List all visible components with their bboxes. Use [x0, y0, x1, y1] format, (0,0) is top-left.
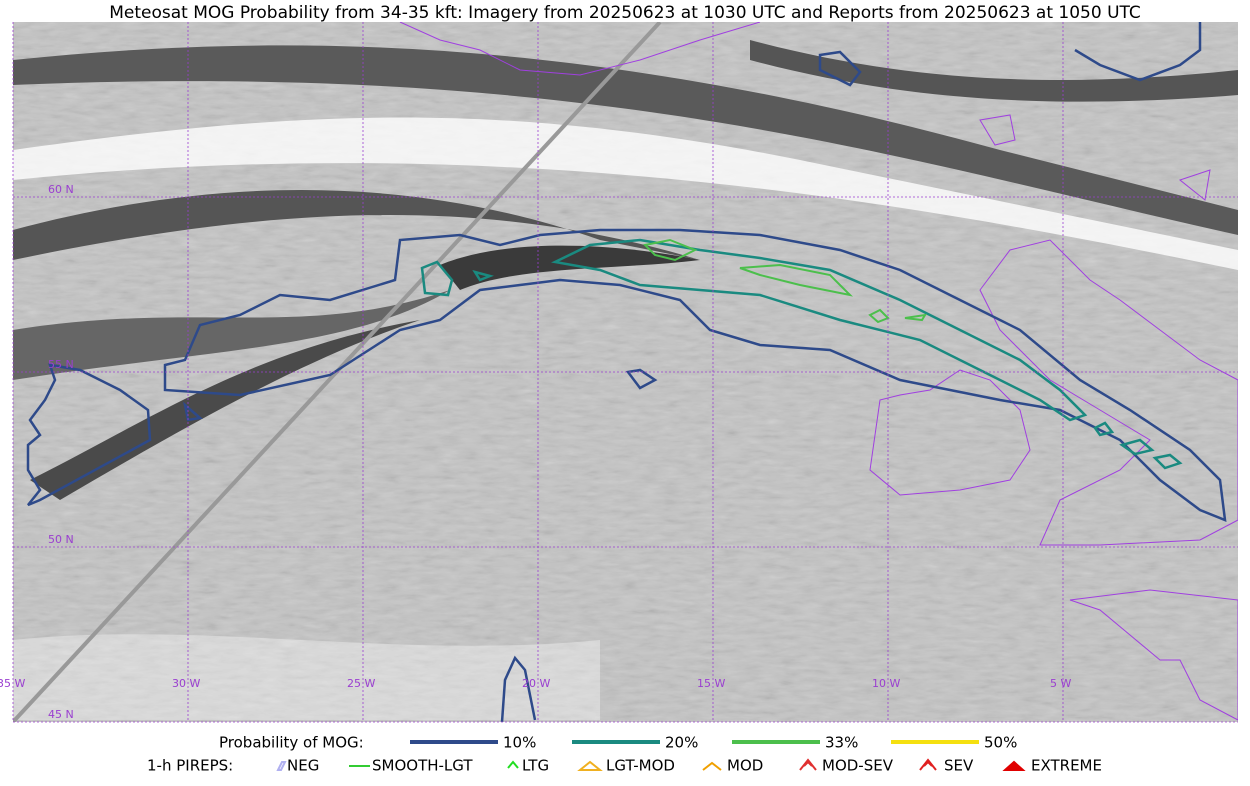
- legend-label: MOD: [727, 757, 763, 775]
- lat-label: 50 N: [48, 533, 74, 546]
- legend-label: 20%: [665, 734, 698, 752]
- contours: [26, 22, 1227, 722]
- legend-icon: [577, 760, 603, 771]
- legend-title: Probability of MOG:: [219, 734, 364, 752]
- legend: 10% 20% 33% 50% NEG SMOOTH-LGT LTG LGT-MOD MOD MO…: [276, 734, 1102, 775]
- lon-label: 35 W: [0, 677, 25, 690]
- lon-label: 25 W: [347, 677, 375, 690]
- legend-icon: [702, 761, 722, 771]
- legend-icon: [799, 758, 817, 771]
- legend-label: LGT-MOD: [606, 757, 675, 775]
- lon-label: 20 W: [522, 677, 550, 690]
- lon-label: 15 W: [697, 677, 725, 690]
- legend-icon: [1002, 760, 1026, 771]
- legend-label: LTG: [522, 757, 549, 775]
- legend-label: MOD-SEV: [822, 757, 894, 775]
- lat-label: 55 N: [48, 358, 74, 371]
- graticule: [12, 22, 1238, 723]
- legend-icon: [276, 761, 287, 771]
- legend-label: 50%: [984, 734, 1017, 752]
- legend-label: SMOOTH-LGT: [372, 757, 473, 775]
- legend-label: SEV: [944, 757, 974, 775]
- legend-label: NEG: [287, 757, 319, 775]
- legend-label: 10%: [503, 734, 536, 752]
- lon-label: 30 W: [172, 677, 200, 690]
- title: Meteosat MOG Probability from 34-35 kft:…: [109, 3, 1141, 23]
- legend-label: EXTREME: [1031, 757, 1102, 775]
- legend-icon: [919, 758, 937, 771]
- lon-label: 10 W: [872, 677, 900, 690]
- legend-icon: [507, 760, 519, 769]
- legend-label: 33%: [825, 734, 858, 752]
- lat-label: 60 N: [48, 183, 74, 196]
- lon-label: 5 W: [1050, 677, 1071, 690]
- legend-title: 1-h PIREPS:: [147, 757, 233, 775]
- lat-label: 45 N: [48, 708, 74, 721]
